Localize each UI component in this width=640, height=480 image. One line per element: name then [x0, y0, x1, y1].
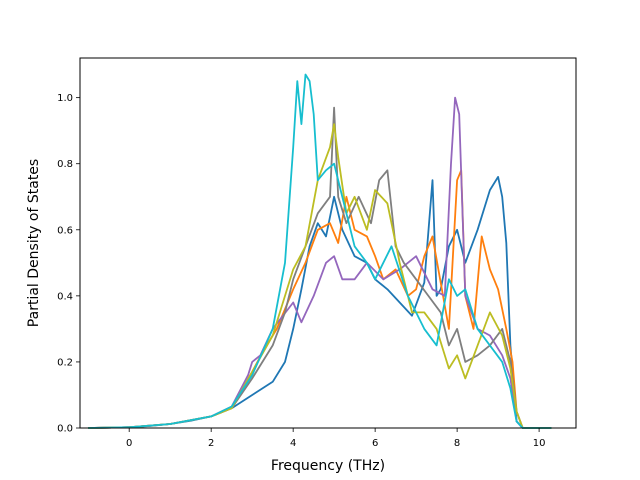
y-tick-label: 0.6 [57, 225, 73, 236]
y-tick-label: 1.0 [57, 93, 73, 104]
y-axis-label: Partial Density of States [26, 159, 42, 327]
y-tick-label: 0.8 [57, 159, 73, 170]
series-line-6 [88, 73, 552, 429]
axes-frame [79, 57, 577, 429]
x-tick-label: 8 [454, 438, 460, 449]
series-line-4 [88, 106, 552, 429]
y-tick-label: 0.2 [57, 357, 73, 368]
y-tick-label: 0.0 [57, 424, 73, 435]
x-tick-label: 6 [372, 438, 378, 449]
x-tick-label: 2 [208, 438, 214, 449]
x-tick-label: 0 [126, 438, 132, 449]
y-tick-label: 0.4 [57, 291, 73, 302]
x-tick-label: 10 [533, 438, 546, 449]
x-axis-ticks: 0 2 4 6 8 10 [126, 428, 545, 449]
y-axis-ticks: 0.0 0.2 0.4 0.6 0.8 1.0 [57, 93, 80, 435]
series-lines [88, 73, 552, 429]
x-tick-label: 4 [290, 438, 296, 449]
x-axis-label: Frequency (THz) [271, 458, 385, 474]
